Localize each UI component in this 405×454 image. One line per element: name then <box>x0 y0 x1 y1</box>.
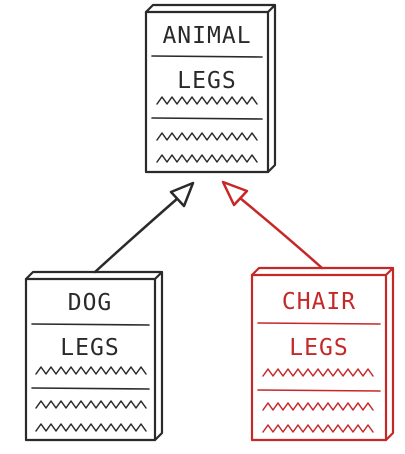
box-front <box>250 273 388 442</box>
squiggle-line <box>262 424 374 433</box>
class-field-dog: LEGS <box>60 335 119 361</box>
squiggle-line <box>156 132 258 141</box>
arrow-dog-line <box>93 196 180 274</box>
class-box-dog <box>24 270 164 442</box>
squiggle-line <box>262 402 374 411</box>
arrow-chair-to-animal <box>221 180 324 270</box>
arrow-chair-line <box>238 196 324 270</box>
squiggle-line <box>156 154 258 163</box>
box-front <box>24 277 157 442</box>
squiggle-line <box>35 423 147 432</box>
class-box-animal <box>144 3 277 174</box>
squiggle-line <box>156 96 258 105</box>
box-depth <box>250 266 395 442</box>
arrow-chair-head <box>221 180 249 207</box>
class-field-animal: LEGS <box>177 68 236 94</box>
squiggle-line <box>35 400 147 409</box>
class-field-chair: LEGS <box>289 335 348 361</box>
squiggle-line <box>262 368 374 377</box>
box-front <box>144 10 270 174</box>
arrow-dog-to-animal <box>93 181 195 274</box>
class-title-chair: CHAIR <box>282 289 356 315</box>
class-box-chair <box>250 266 395 442</box>
box-depth <box>24 270 164 442</box>
class-title-animal: ANIMAL <box>162 23 251 49</box>
class-title-dog: DOG <box>68 290 113 316</box>
squiggle-line <box>35 366 147 375</box>
arrow-dog-head <box>169 181 195 208</box>
box-depth <box>144 3 277 174</box>
